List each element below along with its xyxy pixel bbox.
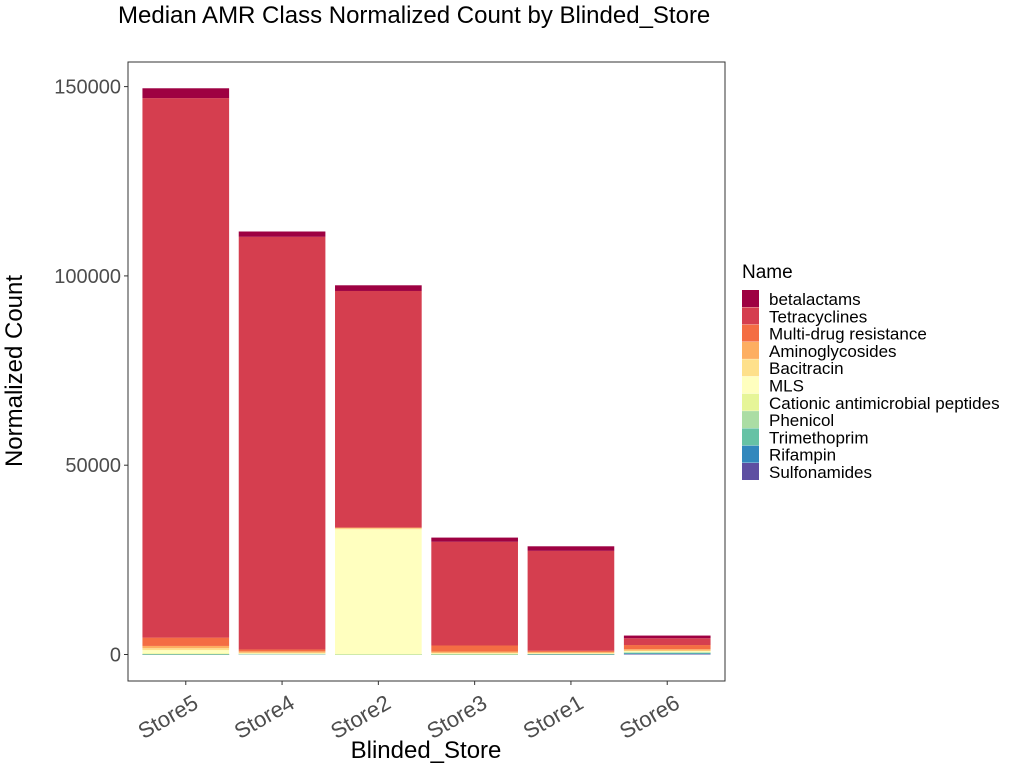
legend-label: MLS: [769, 377, 804, 396]
bar-Store3-aminoglycosides: [431, 651, 518, 653]
x-tick-label: Store3: [423, 690, 492, 744]
legend-label: Rifampin: [769, 446, 836, 465]
bar-Store6-aminoglycosides: [623, 649, 711, 651]
bar-Store5-cationic-antimicrobial-peptides: [142, 653, 230, 655]
bar-Store5-bacitracin: [142, 648, 230, 651]
legend-label: Sulfonamides: [769, 463, 872, 482]
x-tick-label: Store5: [134, 690, 203, 744]
legend-swatch: [742, 445, 759, 463]
bar-Store3-bacitracin: [431, 652, 518, 654]
legend-label: betalactams: [769, 290, 861, 309]
bar-Store2-tetracyclines: [335, 290, 422, 528]
bar-Store6-cationic-antimicrobial-peptides: [623, 651, 711, 653]
legend-title: Name: [742, 262, 793, 283]
bar-Store5-aminoglycosides: [142, 645, 230, 649]
bar-Store1-tetracyclines: [527, 550, 615, 651]
y-tick-label: 150000: [54, 77, 121, 99]
y-tick-label: 100000: [54, 266, 121, 288]
bar-Store6-trimethoprim: [623, 652, 711, 654]
bar-Store4-tetracyclines: [238, 236, 326, 650]
bar-Store1-multi-drug-resistance: [527, 650, 615, 652]
chart-title: Median AMR Class Normalized Count by Bli…: [118, 2, 710, 29]
legend: Name betalactamsTetracyclinesMulti-drug …: [742, 262, 1000, 482]
bar-Store6-bacitracin: [623, 650, 711, 652]
legend-label: Phenicol: [769, 411, 834, 430]
bar-Store2-betalactams: [335, 285, 422, 291]
bar-Store6-multi-drug-resistance: [623, 645, 711, 650]
bar-Store4-multi-drug-resistance: [238, 649, 326, 652]
legend-label: Bacitracin: [769, 359, 844, 378]
x-tick-label: Store1: [519, 690, 588, 744]
bar-Store1-betalactams: [527, 546, 615, 551]
legend-swatch: [742, 463, 759, 480]
bar-Store5-multi-drug-resistance: [142, 637, 230, 646]
legend-swatch: [742, 307, 759, 325]
bar-Store2-mls: [335, 529, 422, 655]
bar-Store3-cationic-antimicrobial-peptides: [431, 654, 518, 655]
bar-Store2-aminoglycosides: [335, 527, 422, 529]
x-tick-label: Store6: [615, 690, 684, 744]
y-tick-label: 0: [110, 644, 121, 666]
bar-Store1-bacitracin: [527, 652, 615, 654]
bar-Store4-aminoglycosides: [238, 651, 326, 653]
y-tick-label: 50000: [65, 455, 121, 477]
bar-Store1-mls: [527, 653, 615, 654]
legend-swatch: [742, 411, 759, 429]
y-axis-title: Normalized Count: [1, 275, 28, 467]
bar-Store4-mls: [238, 653, 326, 654]
bar-Store6-rifampin: [623, 653, 711, 655]
bar-Store4-cationic-antimicrobial-peptides: [238, 653, 326, 655]
bar-Store2-bacitracin: [335, 528, 422, 530]
legend-swatch: [742, 376, 759, 394]
bar-Store6-betalactams: [623, 635, 711, 639]
legend-swatch: [742, 359, 759, 377]
legend-label: Multi-drug resistance: [769, 325, 927, 344]
bar-Store4-betalactams: [238, 231, 326, 237]
legend-label: Cationic antimicrobial peptides: [769, 394, 1000, 413]
bars-group: [142, 88, 711, 655]
bar-Store5-phenicol: [142, 654, 230, 655]
bar-Store2-cationic-antimicrobial-peptides: [335, 654, 422, 655]
legend-label: Aminoglycosides: [769, 342, 897, 361]
bar-Store1-aminoglycosides: [527, 651, 615, 653]
bar-Store6-phenicol: [623, 652, 711, 653]
legend-swatch: [742, 324, 759, 342]
x-axis: Store5 Store4 Store2 Store3 Store1 Store6: [134, 681, 684, 744]
bar-Store1-trimethoprim: [527, 654, 615, 655]
bar-Store5-mls: [142, 650, 230, 654]
bar-Store3-tetracyclines: [431, 541, 518, 646]
bar-Store3-mls: [431, 653, 518, 655]
y-axis: 0 50000 100000 150000: [54, 77, 128, 666]
bar-Store5-tetracyclines: [142, 98, 230, 638]
bar-Store5-betalactams: [142, 88, 230, 99]
x-axis-title: Blinded_Store: [351, 737, 502, 764]
legend-label: Trimethoprim: [769, 428, 869, 447]
bar-Store3-betalactams: [431, 537, 518, 542]
legend-swatch: [742, 341, 759, 359]
x-tick-label: Store2: [326, 690, 395, 744]
plot-panel-border: [127, 61, 726, 682]
bar-Store6-tetracyclines: [623, 638, 711, 646]
bar-Store6-sulfonamides: [623, 653, 711, 655]
x-tick-label: Store4: [230, 690, 299, 744]
bar-Store3-multi-drug-resistance: [431, 645, 518, 652]
legend-label: Tetracyclines: [769, 307, 867, 326]
bar-Store6-mls: [623, 650, 711, 652]
legend-swatch: [742, 393, 759, 411]
bar-Store4-bacitracin: [238, 652, 326, 654]
legend-swatch: [742, 290, 759, 307]
legend-swatch: [742, 428, 759, 446]
